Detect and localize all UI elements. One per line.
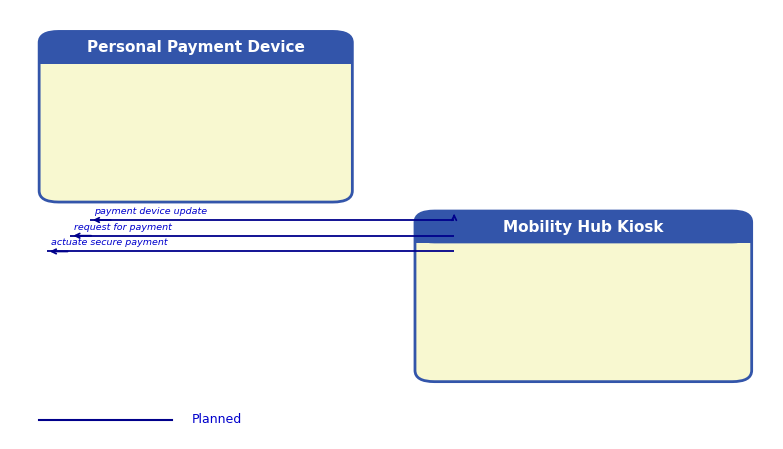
FancyBboxPatch shape: [415, 211, 752, 243]
Text: Mobility Hub Kiosk: Mobility Hub Kiosk: [503, 220, 663, 235]
Text: payment device update: payment device update: [94, 207, 207, 216]
Text: request for payment: request for payment: [74, 223, 172, 232]
Text: Planned: Planned: [192, 414, 242, 426]
Text: Personal Payment Device: Personal Payment Device: [87, 40, 305, 55]
Bar: [415, 225, 752, 243]
Text: actuate secure payment: actuate secure payment: [51, 238, 168, 247]
Bar: [39, 46, 352, 64]
FancyBboxPatch shape: [415, 211, 752, 382]
FancyBboxPatch shape: [39, 31, 352, 64]
FancyBboxPatch shape: [39, 31, 352, 202]
